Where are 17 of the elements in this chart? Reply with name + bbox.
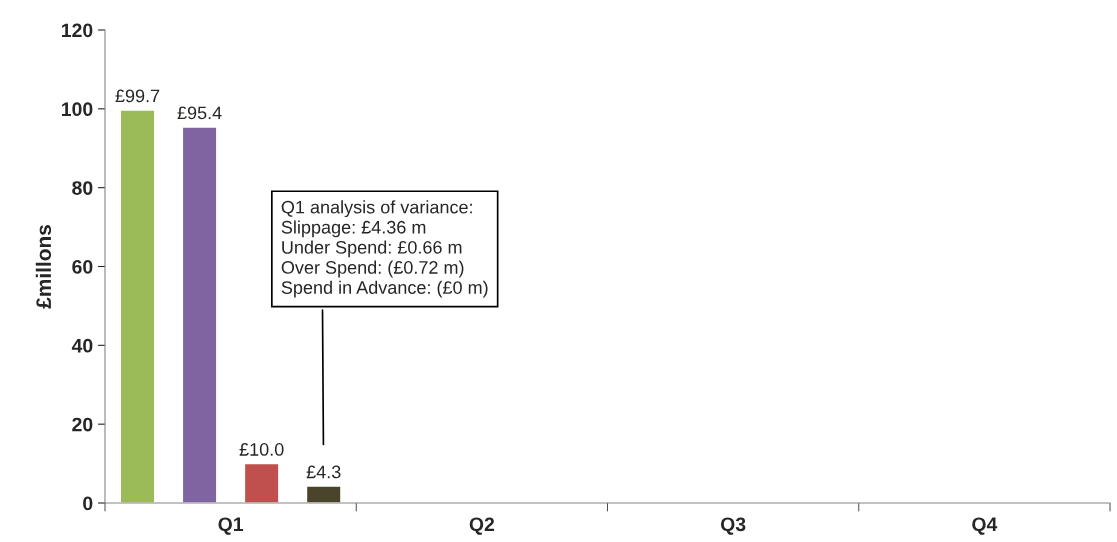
y-axis-title: £millons [35,225,52,309]
x-tick-label: Q2 [469,517,495,535]
x-tick-label: Q1 [218,517,244,535]
y-tick-label: 0 [83,496,93,511]
annotation: Q1 analysis of variance: Slippage: £4.36 m Under Spend: £0.66 m Over Spend: (£0.72 m) Spend in Advance: (£0 m) [281,200,488,298]
y-tick-label: 80 [72,181,93,195]
y-tick-label: 40 [71,338,93,353]
x-tick-label: Q4 [972,517,998,535]
y-tick-label: 20 [72,417,93,432]
x-tick-label: Q3 [720,517,746,535]
data-label: £99.7 [115,89,160,103]
y-tick-label: 100 [61,102,93,117]
data-label: £4.3 [306,465,341,479]
data-label: £10.0 [239,443,284,456]
data-label: £95.4 [177,106,222,120]
y-tick-label: 60 [72,259,93,274]
y-tick-label: 120 [61,23,93,38]
